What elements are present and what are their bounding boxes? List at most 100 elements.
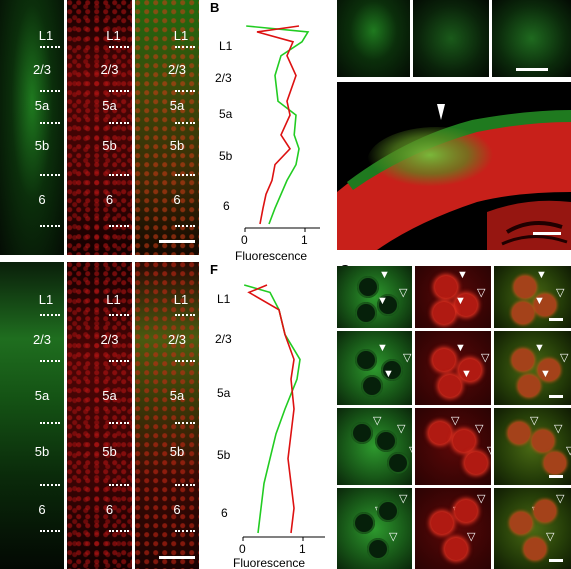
arrowhead-icon [437, 104, 445, 120]
panel-e-merge: L1 2/3 5a 5b 6 [135, 262, 199, 569]
plot-f-tick-0: 0 [239, 542, 246, 556]
layer-label: 5b [34, 444, 50, 459]
neuron-cell [508, 422, 530, 444]
panel-g-image: ▼ ▽ ▼ [494, 331, 571, 405]
scale-bar [516, 68, 548, 71]
layer-label: 6 [105, 192, 114, 207]
plot-f-layer-label: L1 [217, 292, 231, 306]
neuron-cell [445, 538, 467, 560]
filled-arrowhead-icon: ▼ [379, 269, 390, 281]
scale-bar [549, 395, 563, 398]
open-arrowhead-icon: ▽ [477, 287, 486, 299]
scale-bar [533, 232, 561, 235]
panel-d-slice [337, 82, 571, 250]
panel-g-image: ▽▽▽ [494, 488, 571, 569]
open-arrowhead-icon: ▽ [556, 287, 565, 299]
neuron-cell [544, 452, 566, 474]
open-arrowhead-icon: ▽ [530, 415, 539, 427]
filled-arrowhead-icon: ▼ [540, 368, 551, 380]
layer-label: 5b [102, 444, 117, 459]
panel-c-1 [337, 0, 410, 77]
layer-label: 5a [169, 388, 185, 403]
filled-arrowhead-icon: ▼ [457, 269, 468, 281]
scale-bar [159, 240, 195, 243]
filled-arrowhead-icon: ▼ [534, 295, 545, 307]
panel-g-image: ▽▽▽ [415, 408, 491, 485]
plot-b-tick-1: 1 [301, 233, 308, 247]
neuron-cell [512, 349, 534, 371]
plot-f-layer-label: 5a [217, 386, 231, 400]
plot-b-layer-label: 5b [219, 149, 233, 163]
neuron-cell [357, 276, 379, 298]
open-arrowhead-icon: ▽ [399, 287, 408, 299]
neuron-cell [433, 349, 455, 371]
neuron-cell [459, 359, 481, 381]
neuron-cell [353, 512, 375, 534]
layer-label: 6 [38, 502, 46, 517]
open-arrowhead-icon: ▽ [409, 446, 412, 457]
panel-c-3 [492, 0, 571, 77]
plot-f-tick-1: 1 [299, 542, 306, 556]
open-arrowhead-icon: ▽ [397, 423, 406, 435]
open-arrowhead-icon: ▽ [487, 446, 491, 457]
filled-arrowhead-icon: ▼ [377, 342, 388, 354]
layer-label: 5b [34, 138, 50, 153]
layer-label: L1 [106, 28, 121, 43]
scale-bar [549, 318, 563, 321]
neuron-cell [367, 538, 389, 560]
plot-b-layer-label: 2/3 [215, 71, 232, 85]
open-arrowhead-icon: ▽ [399, 493, 408, 505]
panel-label-f: F [210, 262, 218, 277]
neuron-cell [377, 500, 399, 522]
neuron-cell [524, 538, 546, 560]
neuron-cell [387, 452, 409, 474]
layer-label: 6 [173, 192, 181, 207]
open-arrowhead-icon: ▽ [477, 493, 486, 505]
panel-e-red: L1 2/3 5a 5b 6 [67, 262, 132, 569]
filled-arrowhead-icon: ▼ [534, 342, 545, 354]
profile-line-1 [247, 284, 295, 534]
panel-g-image: ▽▽▽ [337, 488, 412, 569]
plot-b-tick-0: 0 [241, 233, 248, 247]
plot-b: L1 2/3 5a 5b 6 0 1 Fluorescence [215, 25, 320, 263]
panel-c-2 [413, 0, 489, 77]
open-arrowhead-icon: ▽ [481, 352, 490, 364]
open-arrowhead-icon: ▽ [403, 352, 412, 364]
neuron-cell [361, 375, 383, 397]
profile-line-0 [246, 25, 310, 225]
neuron-cell [429, 422, 451, 444]
panel-label-b: B [210, 0, 220, 15]
panel-g-image: ▽▽▽ [337, 408, 412, 485]
neuron-cell [512, 302, 534, 324]
neuron-cell [453, 430, 475, 452]
layer-label: 5b [169, 138, 185, 153]
open-arrowhead-icon: ▽ [554, 423, 563, 435]
neuron-cell [351, 422, 373, 444]
layer-label: 2/3 [167, 62, 187, 77]
panel-g-image: ▼ ▽ ▼ [415, 331, 491, 405]
plot-f: L1 2/3 5a 5b 6 0 1 Fluorescence [215, 284, 325, 569]
layer-label: L1 [38, 292, 54, 307]
plot-b-layer-label: 6 [223, 199, 230, 213]
filled-arrowhead-icon: ▼ [536, 269, 547, 281]
filled-arrowhead-icon: ▼ [377, 295, 388, 307]
open-arrowhead-icon: ▽ [389, 531, 398, 543]
neuron-cell [465, 452, 487, 474]
panel-a-green: L1 2/3 5a 5b 6 [0, 0, 64, 255]
layer-label: L1 [173, 292, 189, 307]
open-arrowhead-icon: ▽ [373, 415, 382, 427]
layer-label: 6 [38, 192, 46, 207]
neuron-cell [510, 512, 532, 534]
panel-e-green: L1 2/3 5a 5b 6 [0, 262, 64, 569]
profile-line-1 [256, 25, 300, 225]
layer-label: 2/3 [100, 62, 119, 77]
scale-bar [549, 475, 563, 478]
layer-label: 5b [102, 138, 117, 153]
layer-label: 2/3 [100, 332, 119, 347]
neuron-cell [532, 430, 554, 452]
neuron-cell [431, 512, 453, 534]
layer-label: 5a [34, 388, 50, 403]
plot-b-series [246, 25, 310, 225]
open-arrowhead-icon: ▽ [451, 415, 460, 427]
scale-bar [549, 559, 563, 562]
